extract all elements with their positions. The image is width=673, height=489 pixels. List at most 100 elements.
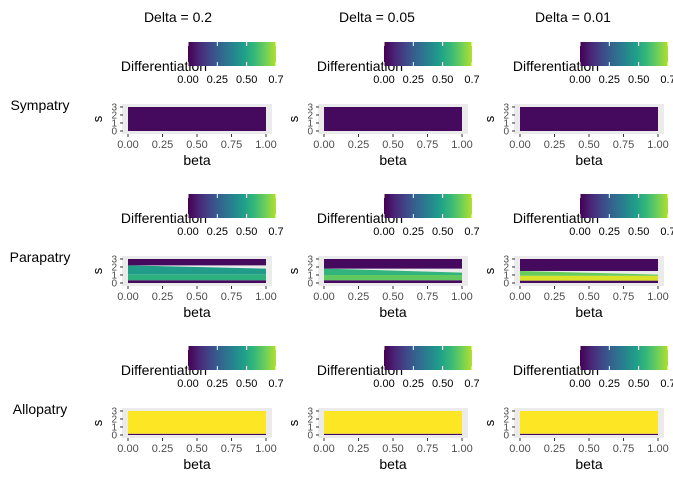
y-tick-label: 3: [503, 255, 509, 266]
legend-tick-label: 0.00: [177, 74, 198, 86]
heat-cell: [128, 265, 266, 275]
legend-tick-label: 0.00: [373, 74, 394, 86]
legend-tick-label: 0.25: [599, 226, 620, 238]
x-tick-label: 1.00: [451, 291, 472, 303]
x-tick-label: 0.75: [417, 291, 438, 303]
y-tick-label: 0: [111, 431, 117, 442]
legend-tick-label: 0.50: [236, 378, 257, 390]
x-tick-label: 0.25: [348, 139, 369, 151]
legend-tick-label: 0.50: [432, 378, 453, 390]
heat-cell: [520, 433, 658, 435]
x-tick-label: 0.25: [348, 443, 369, 455]
x-tick-label: 1.00: [255, 443, 276, 455]
x-tick-label: 0.00: [117, 443, 138, 455]
legend-title: Differentiation: [121, 210, 207, 226]
heat-cell: [324, 107, 462, 131]
legend-tick-label: 0.50: [628, 378, 649, 390]
heat-cell: [324, 411, 462, 434]
x-tick-label: 0.50: [186, 139, 207, 151]
y-tick-label: 3: [111, 255, 117, 266]
legend-tick-label: 0.7: [268, 378, 283, 390]
legend-title: Differentiation: [513, 362, 599, 378]
legend-colorbar: [188, 346, 276, 370]
y-tick-label: 1: [503, 119, 509, 130]
heat-cell: [128, 433, 266, 435]
heat-cell: [324, 268, 462, 275]
legend-title: Differentiation: [121, 362, 207, 378]
legend-tick-label: 0.7: [660, 74, 673, 86]
x-tick-label: 0.00: [117, 291, 138, 303]
x-tick-label: 0.00: [313, 443, 334, 455]
row-label-sympatry: Sympatry: [10, 97, 69, 113]
y-tick-label: 2: [307, 111, 313, 122]
x-tick-label: 0.25: [544, 139, 565, 151]
legend-title: Differentiation: [317, 210, 403, 226]
heat-cell: [128, 274, 266, 281]
legend-colorbar: [384, 194, 472, 218]
x-tick-label: 0.75: [417, 139, 438, 151]
heat-cell: [128, 280, 266, 283]
heat-cell: [324, 275, 462, 281]
y-tick-label: 3: [503, 103, 509, 114]
legend-tick-label: 0.00: [177, 226, 198, 238]
y-tick-label: 2: [503, 111, 509, 122]
column-header-1: Delta = 0.2: [144, 9, 212, 25]
legend-tick-label: 0.25: [403, 74, 424, 86]
column-header-3: Delta = 0.01: [535, 9, 611, 25]
legend-tick-label: 0.25: [207, 378, 228, 390]
x-tick-label: 0.75: [613, 139, 634, 151]
legend-tick-label: 0.25: [599, 74, 620, 86]
heat-cell: [520, 271, 658, 276]
legend-colorbar: [580, 42, 668, 66]
x-tick-label: 0.00: [509, 443, 530, 455]
x-tick-label: 0.25: [348, 291, 369, 303]
x-tick-label: 0.75: [613, 291, 634, 303]
y-tick-label: 3: [307, 407, 313, 418]
heat-cell: [520, 411, 658, 434]
heat-cell: [128, 411, 266, 434]
legend-colorbar: [188, 42, 276, 66]
y-tick-label: 3: [307, 103, 313, 114]
legend-tick-label: 0.50: [432, 74, 453, 86]
y-axis-title: s: [286, 419, 301, 426]
row-label-allopatry: Allopatry: [13, 401, 67, 417]
legend-tick-label: 0.7: [268, 226, 283, 238]
x-axis-title: beta: [183, 152, 210, 168]
y-tick-label: 3: [307, 255, 313, 266]
legend-tick-label: 0.25: [599, 378, 620, 390]
y-tick-label: 2: [503, 415, 509, 426]
y-tick-label: 3: [503, 407, 509, 418]
heat-cell: [324, 280, 462, 283]
x-tick-label: 0.50: [578, 139, 599, 151]
y-tick-label: 2: [307, 263, 313, 274]
legend-tick-label: 0.7: [464, 226, 479, 238]
legend-title: Differentiation: [317, 362, 403, 378]
y-tick-label: 1: [307, 119, 313, 130]
y-tick-label: 1: [307, 271, 313, 282]
x-tick-label: 0.25: [152, 139, 173, 151]
y-tick-label: 0: [503, 279, 509, 290]
y-tick-label: 3: [111, 407, 117, 418]
y-tick-label: 0: [503, 431, 509, 442]
x-tick-label: 1.00: [647, 443, 668, 455]
y-tick-label: 3: [111, 103, 117, 114]
x-tick-label: 0.00: [509, 139, 530, 151]
x-tick-label: 0.50: [382, 139, 403, 151]
x-tick-label: 0.25: [544, 291, 565, 303]
y-tick-label: 2: [503, 263, 509, 274]
x-tick-label: 0.00: [509, 291, 530, 303]
x-axis-title: beta: [183, 304, 210, 320]
heat-cell: [324, 433, 462, 435]
legend-tick-label: 0.00: [569, 226, 590, 238]
legend-tick-label: 0.00: [569, 74, 590, 86]
x-tick-label: 1.00: [451, 443, 472, 455]
